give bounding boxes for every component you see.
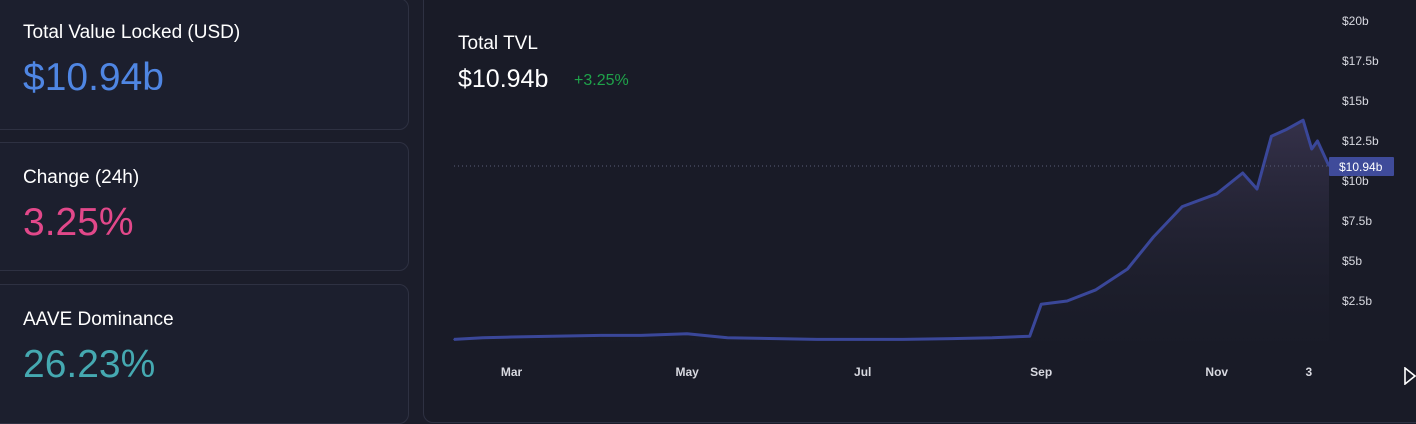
x-tick-label: Sep [1030, 365, 1052, 379]
y-tick-label: $17.5b [1342, 54, 1379, 68]
tvl-value: $10.94b [23, 56, 164, 99]
tvl-point [1215, 193, 1218, 195]
tvl-label: Total Value Locked (USD) [23, 22, 241, 43]
tvl-point [640, 334, 642, 337]
tvl-point [1040, 303, 1042, 306]
tvl-point [453, 338, 455, 341]
tvl-point [815, 338, 818, 341]
tvl-point [726, 337, 729, 339]
tvl-area [454, 120, 1329, 341]
chart-change: +3.25% [574, 72, 629, 89]
current-value-badge [1329, 156, 1394, 176]
tvl-card: Total Value Locked (USD) $10.94b [0, 0, 409, 130]
y-tick-label: $5b [1342, 254, 1362, 268]
y-tick-label: $12.5b [1342, 134, 1379, 148]
tvl-line [453, 118, 1331, 341]
tvl-point [1066, 300, 1068, 302]
tvl-point [1316, 140, 1319, 142]
change-label: Change (24h) [23, 167, 140, 188]
tvl-point [1152, 236, 1155, 238]
y-tick-label: $10b [1342, 174, 1369, 188]
x-tick-label: Mar [501, 365, 523, 379]
tvl-point [1028, 335, 1031, 338]
tvl-point [775, 337, 778, 340]
tvl-point [481, 337, 484, 339]
tvl-point [902, 338, 904, 341]
dominance-card: AAVE Dominance 26.23% [0, 284, 409, 424]
tvl-point [599, 334, 602, 337]
tvl-point [510, 336, 513, 338]
tvl-point [1302, 119, 1304, 121]
change-card: Change (24h) 3.25% [0, 142, 409, 271]
tvl-point [1181, 205, 1184, 208]
tvl-point [1241, 172, 1244, 174]
y-tick-label: $7.5b [1342, 214, 1372, 228]
tvl-chart-panel: Total TVL $10.94b +3.25% $20b $17.5b $15b $… [423, 0, 1416, 423]
x-tick-label: May [675, 365, 699, 379]
tvl-point [861, 338, 864, 341]
dominance-label: AAVE Dominance [23, 309, 174, 330]
dominance-value: 26.23% [23, 343, 156, 386]
chart-title: Total TVL [458, 33, 538, 54]
chart-current-value: $10.94b [458, 65, 549, 93]
y-tick-label: $15b [1342, 94, 1369, 108]
tvl-point [1310, 148, 1313, 150]
y-tick-label: $20b [1342, 14, 1369, 28]
current-value-badge-label: $10.94b [1339, 160, 1383, 174]
tvl-point [1126, 268, 1129, 270]
tvl-point [1256, 188, 1258, 190]
tvl-point [991, 337, 994, 339]
x-tick-label: 3 [1306, 365, 1313, 379]
x-tick-label: Jul [854, 365, 871, 379]
tvl-point [1285, 129, 1287, 131]
tvl-point [1095, 289, 1097, 291]
tvl-point [551, 335, 553, 338]
tvl-chart[interactable]: $20b $17.5b $15b $12.5b $10b $7.5b $5b $2.5b $10… [424, 1, 1416, 410]
y-tick-label: $2.5b [1342, 294, 1372, 308]
tvl-point [686, 333, 688, 335]
x-tick-label: Nov [1205, 365, 1228, 379]
tvl-point [951, 337, 953, 340]
change-value: 3.25% [23, 201, 134, 244]
tvl-point [1270, 135, 1273, 137]
play-next-icon[interactable] [1404, 367, 1416, 385]
